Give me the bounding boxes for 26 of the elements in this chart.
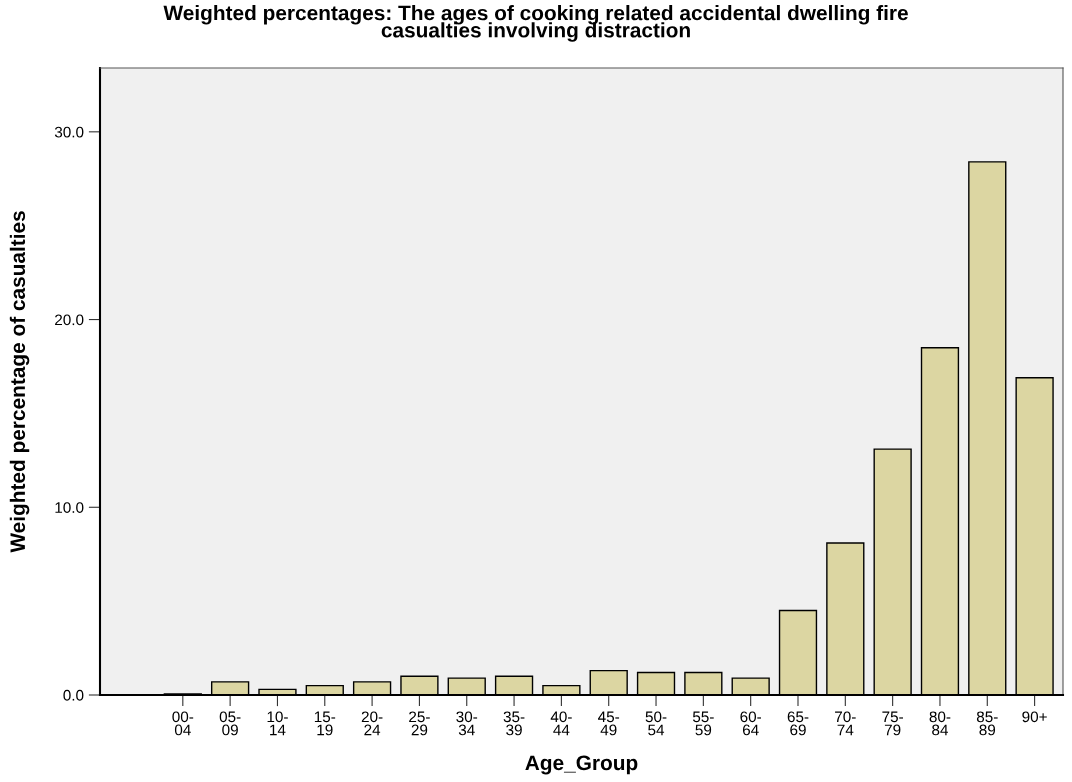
- x-tick-label: 40- 44: [550, 711, 572, 736]
- x-tick-label: 65- 69: [787, 711, 809, 736]
- x-tick-label: 15- 19: [314, 711, 336, 736]
- x-tick-label: 85- 89: [976, 711, 998, 736]
- y-tick-label: 20.0: [55, 314, 84, 326]
- x-tick-label: 20- 24: [361, 711, 383, 736]
- x-tick-label: 55- 59: [692, 711, 714, 736]
- x-tick-label: 10- 14: [267, 711, 288, 736]
- x-axis-title: Age_Group: [525, 755, 638, 775]
- x-tick-label: 90+: [1022, 711, 1047, 723]
- x-tick-label: 05- 09: [219, 711, 241, 736]
- x-tick-label: 50- 54: [645, 711, 667, 736]
- x-tick-label: 70- 74: [835, 711, 856, 736]
- x-tick-label: 45- 49: [598, 711, 620, 736]
- x-tick-label: 25- 29: [409, 711, 430, 736]
- x-tick-label: 35- 39: [503, 711, 525, 736]
- x-tick-label: 30- 34: [456, 711, 478, 736]
- chart-title: Weighted percentages: The ages of cooking related accidental dwelling fire casualties involving distraction: [163, 5, 908, 42]
- y-axis-title: Weighted percentage of casualties: [9, 211, 30, 553]
- y-tick-label: 0.0: [63, 689, 84, 701]
- y-tick-label: 30.0: [54, 126, 84, 138]
- y-tick-label: 10.0: [55, 502, 84, 513]
- x-tick-label: 80- 84: [929, 711, 951, 736]
- x-tick-label: 60- 64: [740, 711, 762, 736]
- x-tick-label: 00- 04: [172, 711, 194, 736]
- x-tick-label: 75- 79: [882, 711, 903, 736]
